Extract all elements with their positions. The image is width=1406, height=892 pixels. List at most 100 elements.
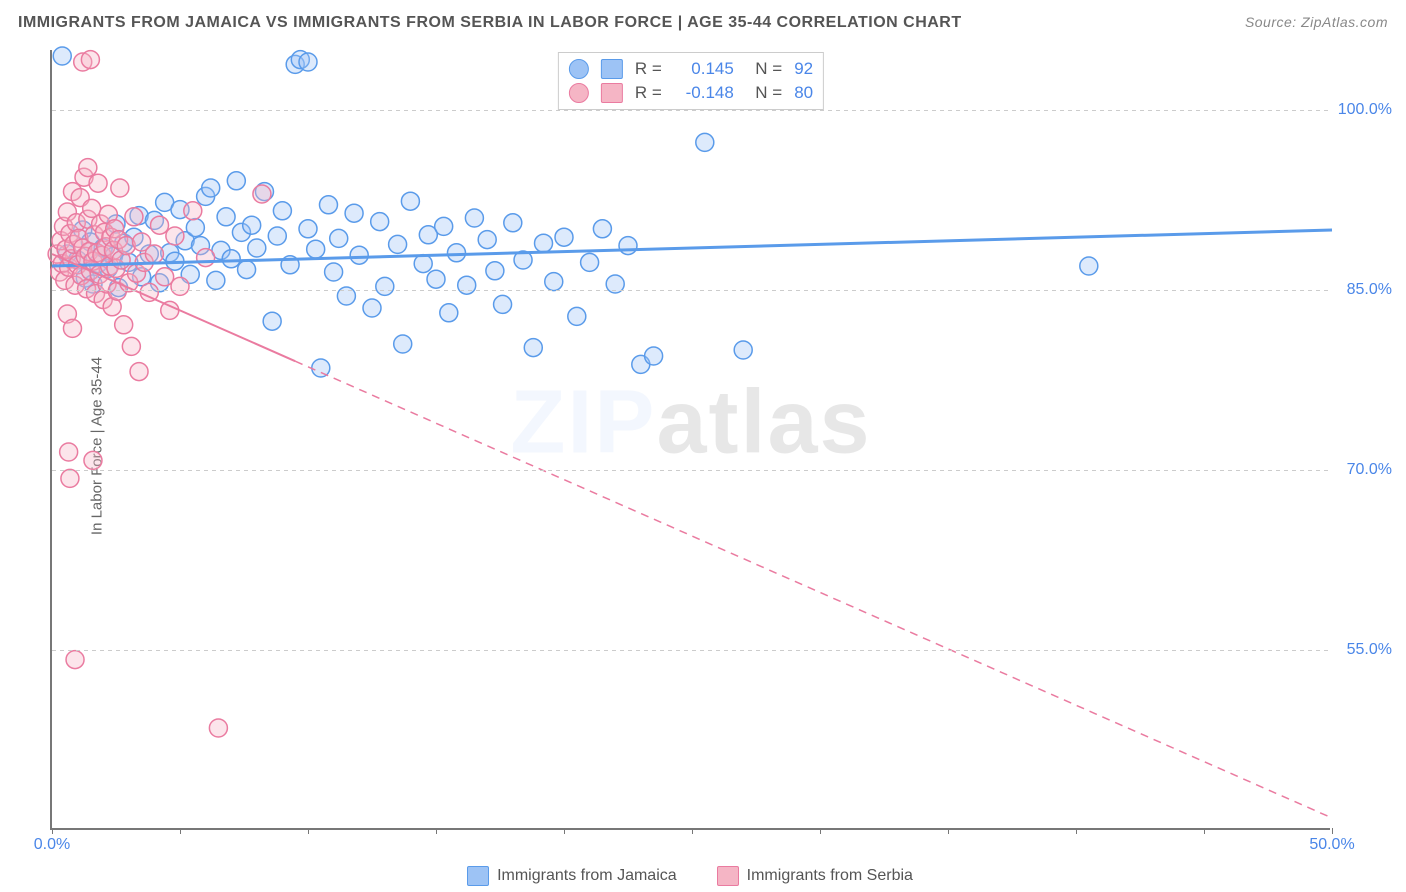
data-point-jamaica [486,262,504,280]
data-point-jamaica [299,53,317,71]
data-point-jamaica [371,213,389,231]
data-point-jamaica [1080,257,1098,275]
r-value: -0.148 [674,83,734,103]
correlation-legend: R =0.145 N =92R =-0.148 N =80 [558,52,824,110]
x-tick [1332,828,1333,834]
data-point-serbia [130,363,148,381]
data-point-jamaica [207,271,225,289]
x-tick [1076,828,1077,834]
data-point-serbia [125,208,143,226]
data-point-jamaica [427,270,445,288]
data-point-jamaica [465,209,483,227]
legend-swatch-icon [717,866,739,886]
y-tick-label: 85.0% [1336,281,1392,299]
data-point-jamaica [619,237,637,255]
gridline-h [52,110,1330,111]
data-point-serbia [171,277,189,295]
legend-point-icon [569,59,589,79]
x-tick [1204,828,1205,834]
trendline-dashed-serbia [295,361,1332,818]
data-point-jamaica [535,234,553,252]
data-point-jamaica [202,179,220,197]
data-point-jamaica [458,276,476,294]
data-point-serbia [166,227,184,245]
data-point-serbia [209,719,227,737]
data-point-jamaica [350,246,368,264]
data-point-jamaica [222,250,240,268]
x-tick-label: 50.0% [1309,836,1354,854]
data-point-jamaica [414,255,432,273]
data-point-jamaica [363,299,381,317]
data-point-serbia [111,179,129,197]
plot-area: ZIPatlas R =0.145 N =92R =-0.148 N =80 5… [50,50,1330,830]
data-point-serbia [66,651,84,669]
data-point-jamaica [555,228,573,246]
source-attribution: Source: ZipAtlas.com [1245,14,1388,32]
data-point-jamaica [273,202,291,220]
data-point-serbia [79,159,97,177]
x-tick [692,828,693,834]
gridline-h [52,290,1330,291]
x-tick [52,828,53,834]
x-tick [308,828,309,834]
data-point-jamaica [440,304,458,322]
data-point-jamaica [268,227,286,245]
data-point-jamaica [593,220,611,238]
legend-row-jamaica: R =0.145 N =92 [569,57,813,81]
data-point-jamaica [248,239,266,257]
data-point-jamaica [568,307,586,325]
x-tick [820,828,821,834]
data-point-jamaica [227,172,245,190]
data-point-jamaica [401,192,419,210]
legend-point-icon [569,83,589,103]
data-point-jamaica [53,47,71,65]
data-point-jamaica [307,240,325,258]
legend-row-serbia: R =-0.148 N =80 [569,81,813,105]
y-tick-label: 70.0% [1336,461,1392,479]
data-point-jamaica [389,235,407,253]
legend-item-jamaica: Immigrants from Jamaica [467,866,677,886]
data-point-serbia [60,443,78,461]
data-point-jamaica [312,359,330,377]
legend-label: Immigrants from Serbia [747,867,913,885]
r-value: 0.145 [674,59,734,79]
x-tick [436,828,437,834]
n-value: 92 [794,59,813,79]
legend-swatch-icon [467,866,489,886]
title-bar: IMMIGRANTS FROM JAMAICA VS IMMIGRANTS FR… [18,14,1388,32]
data-point-jamaica [330,229,348,247]
legend-swatch-icon [601,83,623,103]
data-point-serbia [253,185,271,203]
data-point-jamaica [581,253,599,271]
data-point-serbia [197,249,215,267]
data-point-serbia [89,174,107,192]
legend-item-serbia: Immigrants from Serbia [717,866,913,886]
data-point-jamaica [263,312,281,330]
data-point-jamaica [696,133,714,151]
data-point-jamaica [394,335,412,353]
data-point-jamaica [447,244,465,262]
data-point-jamaica [494,295,512,313]
data-point-jamaica [186,219,204,237]
data-point-jamaica [545,273,563,291]
data-point-jamaica [478,231,496,249]
data-point-serbia [61,469,79,487]
scatter-plot [52,50,1330,828]
source-link[interactable]: ZipAtlas.com [1301,14,1388,30]
data-point-jamaica [238,261,256,279]
data-point-serbia [84,451,102,469]
data-point-jamaica [645,347,663,365]
data-point-jamaica [325,263,343,281]
data-point-serbia [122,337,140,355]
legend-label: Immigrants from Jamaica [497,867,677,885]
gridline-h [52,650,1330,651]
data-point-serbia [81,51,99,69]
data-point-jamaica [504,214,522,232]
data-point-jamaica [524,339,542,357]
data-point-jamaica [376,277,394,295]
data-point-serbia [63,319,81,337]
data-point-serbia [115,316,133,334]
legend-swatch-icon [601,59,623,79]
x-tick [564,828,565,834]
y-tick-label: 55.0% [1336,641,1392,659]
